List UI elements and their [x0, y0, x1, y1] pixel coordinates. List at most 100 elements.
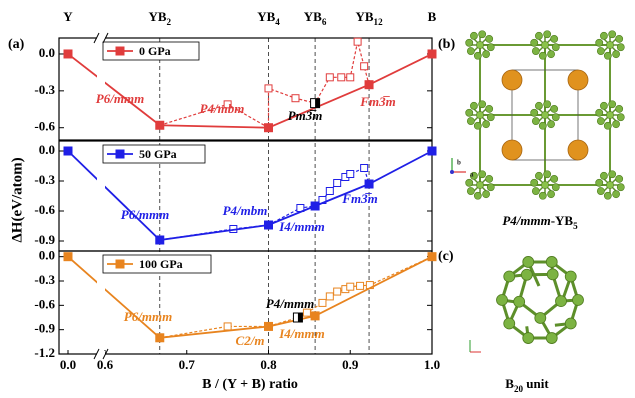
atom [470, 32, 477, 39]
hull-marker [264, 221, 273, 230]
open-marker [292, 95, 299, 102]
atom [474, 192, 481, 199]
axis-letter: b [457, 159, 461, 167]
open-marker [326, 188, 333, 195]
open-marker [357, 282, 364, 289]
atom [532, 47, 539, 54]
atom [546, 256, 557, 267]
atom [547, 191, 554, 198]
atom [466, 39, 473, 46]
atom [544, 171, 551, 178]
y-tick-label: -0.3 [34, 172, 55, 187]
atom [535, 102, 542, 109]
y-tick-label: -0.6 [34, 119, 55, 134]
hull-marker [155, 236, 164, 245]
atom [552, 114, 559, 121]
atom [606, 111, 613, 118]
highlight-marker-half [298, 313, 303, 322]
atom [544, 101, 551, 108]
atom [539, 122, 546, 129]
open-marker [326, 74, 333, 81]
y-tick-label: 0.0 [39, 248, 55, 263]
hull-marker [428, 252, 437, 261]
atom [535, 32, 542, 39]
atom [487, 184, 494, 191]
atom [600, 102, 607, 109]
annotation: C2/m [236, 333, 265, 348]
x-tick-label: 0.6 [97, 357, 114, 372]
atom [616, 105, 623, 112]
annotation: Fm3̅m [359, 94, 395, 109]
y-tick-label: -0.9 [34, 321, 55, 336]
atom [612, 191, 619, 198]
atom [479, 171, 486, 178]
atom [604, 122, 611, 129]
atom [612, 51, 619, 58]
atom [546, 333, 557, 344]
atom [479, 31, 486, 38]
hull-marker [365, 180, 374, 189]
atom [541, 181, 548, 188]
open-marker [354, 38, 361, 45]
atom [617, 44, 624, 51]
y-tick-label: -0.3 [34, 82, 55, 97]
atom [482, 51, 489, 58]
axis-break [97, 35, 105, 41]
atom [539, 192, 546, 199]
atom [487, 114, 494, 121]
atom [596, 109, 603, 116]
atom [609, 171, 616, 178]
hull-marker [64, 147, 73, 156]
atom [565, 318, 576, 329]
atom [617, 184, 624, 191]
atom [487, 44, 494, 51]
x-tick-label: 0.9 [342, 357, 359, 372]
atom [596, 39, 603, 46]
x-tick-label: 0.0 [60, 357, 76, 372]
atom [466, 109, 473, 116]
legend-label: 50 GPa [139, 147, 177, 161]
composition-label: YB12 [355, 9, 383, 27]
open-marker [347, 283, 354, 290]
hull-marker [64, 252, 73, 261]
atom [597, 187, 604, 194]
atom [541, 41, 548, 48]
atom [573, 295, 584, 306]
annotation: P4/mmm [266, 296, 314, 311]
y-axis-label: ΔH(eV/atom) [9, 157, 25, 242]
annotation: Fm3̅m [341, 191, 377, 206]
atom [504, 271, 515, 282]
atom [523, 256, 534, 267]
atom [539, 52, 546, 59]
annotation: I4/mmm [278, 219, 325, 234]
atom [596, 179, 603, 186]
atom [547, 121, 554, 128]
atom [486, 105, 493, 112]
hull-marker [311, 311, 320, 320]
open-marker [347, 171, 354, 178]
composition-label: Y [63, 9, 73, 24]
atom [486, 175, 493, 182]
structure-caption: B20 unit [505, 376, 549, 394]
hull-marker [428, 147, 437, 156]
y-tick-label: 0.0 [39, 45, 55, 60]
atom [609, 31, 616, 38]
open-marker [265, 85, 272, 92]
y-tick-label: -0.3 [34, 272, 55, 287]
annotation: Pm3̅m [288, 108, 323, 123]
atom [612, 121, 619, 128]
hull-marker [64, 49, 73, 58]
atom [502, 140, 522, 160]
hull-marker [155, 121, 164, 130]
atom [482, 121, 489, 128]
y-tick-label: -0.9 [34, 232, 55, 247]
atom [547, 51, 554, 58]
figure: (a) (b) (c) P4/mmm-YB5 B20 unit b a YYB2… [0, 0, 635, 398]
open-marker [326, 293, 333, 300]
atom [604, 52, 611, 59]
annotation: P4/mbm [223, 203, 268, 218]
atom [531, 39, 538, 46]
panel-letter: (c) [438, 249, 454, 264]
y-tick-label: -1.2 [34, 345, 55, 360]
atom [479, 101, 486, 108]
